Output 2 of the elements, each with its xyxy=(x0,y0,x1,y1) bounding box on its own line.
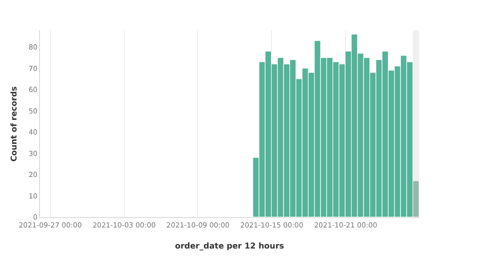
y-axis-title: Count of records xyxy=(10,86,19,162)
x-axis-title: order_date per 12 hours xyxy=(174,242,284,250)
